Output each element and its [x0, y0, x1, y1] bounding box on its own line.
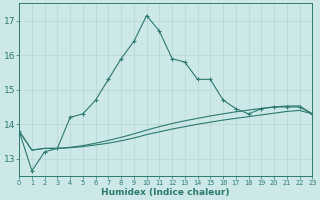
X-axis label: Humidex (Indice chaleur): Humidex (Indice chaleur) [101, 188, 230, 197]
